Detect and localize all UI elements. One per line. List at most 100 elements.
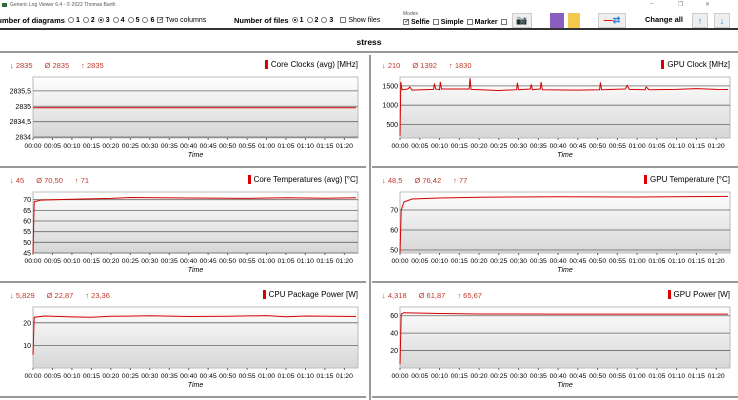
- y-tick-label: 1000: [382, 103, 398, 110]
- x-tick-label: 00:45: [569, 258, 586, 265]
- files-radio-1[interactable]: 1: [291, 17, 304, 24]
- x-tick-label: 00:30: [141, 258, 158, 265]
- x-tick-label: 00:40: [180, 373, 197, 380]
- x-tick-label: 00:20: [102, 373, 119, 380]
- min-value: ↓ 2835: [10, 61, 33, 70]
- chart-panel: ↓ 48,5 Ø 76,42 ↑ 77 GPU Temperature [°C]…: [372, 170, 738, 283]
- x-tick-label: 01:05: [648, 373, 665, 380]
- x-tick-label: 01:15: [688, 143, 705, 150]
- save-button[interactable]: [550, 13, 564, 28]
- series-line: [32, 315, 357, 355]
- diagrams-radio-6[interactable]: 6: [142, 17, 154, 24]
- marker-checkbox[interactable]: Marker: [466, 19, 498, 26]
- x-tick-label: 00:50: [589, 373, 606, 380]
- chart-panel: ↓ 210 Ø 1392 ↑ 1830 GPU Clock [MHz] 500 …: [372, 55, 738, 168]
- x-tick-label: 00:25: [122, 143, 139, 150]
- y-tick-label: 2835,5: [10, 88, 32, 95]
- move-down-button[interactable]: ↓: [714, 13, 730, 28]
- chart-legend: Core Clocks (avg) [MHz]: [264, 60, 358, 69]
- x-tick-label: 00:25: [122, 373, 139, 380]
- y-tick-label: 2834: [15, 135, 31, 142]
- open-folder-button[interactable]: [568, 13, 580, 28]
- x-tick-label: 00:15: [83, 373, 100, 380]
- series-swatch: [644, 175, 648, 184]
- y-tick-label: 60: [390, 313, 398, 320]
- series-swatch: [667, 290, 671, 299]
- x-tick-label: 00:35: [161, 143, 178, 150]
- plot-area: [399, 191, 731, 254]
- chart-stats: ↓ 2835 Ø 2835 ↑ 2835: [10, 61, 104, 70]
- extra-checkbox[interactable]: [500, 19, 507, 25]
- x-tick-label: 00:50: [219, 143, 236, 150]
- simple-checkbox[interactable]: Simple: [432, 19, 464, 26]
- chart-stats: ↓ 5,829 Ø 22,87 ↑ 23,36: [10, 291, 110, 300]
- files-radio-3[interactable]: 3: [321, 17, 333, 24]
- x-axis-label: Time: [557, 152, 573, 159]
- x-tick-label: 00:30: [141, 373, 158, 380]
- diagrams-radio-4[interactable]: 4: [112, 17, 125, 24]
- x-tick-label: 00:45: [200, 143, 217, 150]
- close-icon[interactable]: ✕: [705, 2, 711, 8]
- x-tick-label: 00:55: [609, 373, 626, 380]
- x-tick-label: 00:45: [200, 258, 217, 265]
- x-tick-label: 01:15: [316, 258, 333, 265]
- x-tick-label: 00:45: [200, 373, 217, 380]
- diagrams-radio-1[interactable]: 1: [67, 17, 80, 24]
- x-tick-label: 00:05: [411, 373, 428, 380]
- x-tick-label: 01:20: [336, 258, 353, 265]
- x-tick-label: 00:35: [161, 258, 178, 265]
- camera-button[interactable]: 📷: [512, 13, 532, 28]
- y-tick-label: 55: [23, 229, 31, 236]
- x-tick-label: 01:00: [258, 143, 275, 150]
- x-tick-label: 01:10: [668, 373, 685, 380]
- diagrams-radio-3[interactable]: 3: [97, 17, 110, 24]
- x-tick-label: 00:40: [180, 258, 197, 265]
- swap-line-button[interactable]: —⇄: [598, 13, 626, 28]
- min-value: ↓ 5,829: [10, 291, 35, 300]
- series-line: [399, 312, 728, 365]
- x-tick-label: 00:55: [239, 373, 256, 380]
- series-swatch: [262, 290, 266, 299]
- two-columns-checkbox[interactable]: ✓ Two columns: [157, 16, 207, 24]
- change-all-label: Change all: [645, 15, 683, 24]
- restore-icon[interactable]: ❐: [678, 2, 684, 8]
- x-tick-label: 00:15: [451, 143, 468, 150]
- app-logo-icon: [2, 3, 7, 7]
- files-radio-2[interactable]: 2: [306, 17, 318, 24]
- x-tick-label: 01:15: [316, 143, 333, 150]
- arrow-down-icon: ↓: [719, 15, 725, 26]
- y-tick-label: 1500: [382, 83, 398, 90]
- diagrams-radio-2[interactable]: 2: [82, 17, 95, 24]
- modes-title: Modes: [403, 11, 419, 17]
- show-files-checkbox[interactable]: Show files: [340, 17, 380, 24]
- y-tick-label: 10: [23, 343, 31, 350]
- chart-panel: ↓ 5,829 Ø 22,87 ↑ 23,36 CPU Package Powe…: [0, 285, 366, 398]
- chart-stats: ↓ 4,318 Ø 61,87 ↑ 65,67: [382, 291, 482, 300]
- chart-title: GPU Clock [MHz]: [667, 60, 730, 69]
- x-tick-label: 00:00: [391, 373, 408, 380]
- min-value: ↓ 4,318: [382, 291, 407, 300]
- min-value: ↓ 48,5: [382, 176, 403, 185]
- series-line: [399, 195, 729, 254]
- avg-value: Ø 1392: [412, 61, 437, 70]
- y-tick-label: 500: [386, 122, 398, 129]
- y-tick-label: 20: [23, 320, 31, 327]
- toolbar: Number of diagrams 1 2 3 4 5 6 ✓Two colu…: [0, 10, 738, 30]
- y-tick-label: 20: [390, 348, 398, 355]
- y-tick-label: 60: [23, 219, 31, 226]
- x-tick-label: 01:05: [648, 143, 665, 150]
- x-axis-label: Time: [188, 152, 204, 159]
- x-tick-label: 00:00: [24, 373, 41, 380]
- line-chart: 20 40 60 00:00 00:05 00:10 00:15 00:20 0…: [390, 306, 731, 389]
- title-bar: Generic Log Viewer 6.4 - © 2022 Thomas B…: [0, 0, 738, 10]
- chart-panel: ↓ 4,318 Ø 61,87 ↑ 65,67 GPU Power [W] 20…: [372, 285, 738, 398]
- minimize-icon[interactable]: –: [650, 1, 654, 7]
- selfie-checkbox[interactable]: ✓ Selfie: [403, 18, 430, 26]
- diagrams-radio-5[interactable]: 5: [127, 17, 139, 24]
- y-tick-label: 60: [390, 228, 398, 235]
- series-swatch: [264, 60, 268, 69]
- max-value: ↑ 71: [74, 176, 90, 185]
- x-tick-label: 01:15: [688, 258, 705, 265]
- series-line: [399, 78, 729, 136]
- move-up-button[interactable]: ↑: [692, 13, 708, 28]
